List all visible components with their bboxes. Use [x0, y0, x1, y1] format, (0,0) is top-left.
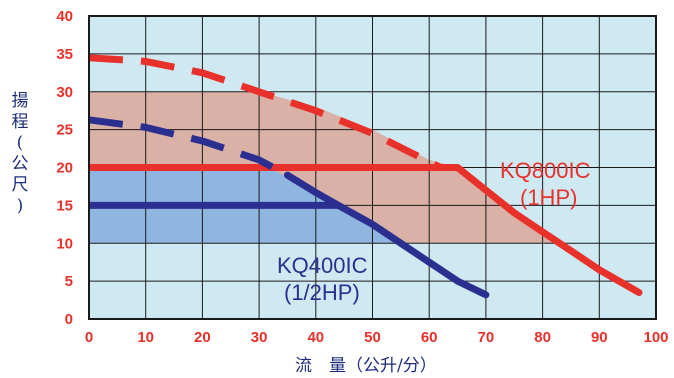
- x-tick-label: 80: [534, 329, 551, 346]
- y-tick-label: 40: [56, 8, 73, 25]
- x-tick-label: 0: [85, 329, 93, 346]
- x-tick-label: 50: [364, 329, 381, 346]
- x-tick-label: 70: [478, 329, 495, 346]
- y-tick-label: 0: [65, 311, 73, 328]
- x-tick-labels: 0 10 20 30 40 50 60 70 80 90 100: [85, 329, 669, 346]
- x-axis-title: 流 量（公升/分）: [295, 356, 437, 376]
- x-tick-label: 60: [421, 329, 438, 346]
- plot-frame: [88, 15, 657, 320]
- kq400-label-line1: KQ400IC: [277, 253, 368, 278]
- y-tick-label: 5: [65, 273, 73, 290]
- y-tick-label: 10: [56, 235, 73, 252]
- y-tick-label: 15: [56, 197, 73, 214]
- y-axis-title: 揚程(公尺): [12, 91, 29, 216]
- y-tick-label: 35: [56, 46, 73, 63]
- kq800-curve: [454, 164, 643, 296]
- y-tick-labels: 0 5 10 15 20 25 30 35 40: [56, 8, 73, 328]
- x-tick-label: 100: [643, 329, 668, 346]
- y-tick-label: 30: [56, 84, 73, 101]
- kq800-open-curve: [88, 54, 443, 171]
- performance-curves: [88, 54, 643, 299]
- x-tick-label: 90: [591, 329, 608, 346]
- y-tick-label: 25: [56, 122, 73, 139]
- x-tick-label: 10: [137, 329, 154, 346]
- x-tick-label: 20: [194, 329, 211, 346]
- kq400-curve: [283, 171, 490, 299]
- kq400-label-line2: (1/2HP): [284, 280, 360, 305]
- kq800-label-line1: KQ800IC: [500, 158, 591, 183]
- kq800-label-line2: (1HP): [520, 185, 577, 210]
- x-tick-label: 40: [307, 329, 324, 346]
- y-tick-label: 20: [56, 160, 73, 177]
- x-tick-label: 30: [251, 329, 268, 346]
- kq400-open-curve: [88, 116, 290, 179]
